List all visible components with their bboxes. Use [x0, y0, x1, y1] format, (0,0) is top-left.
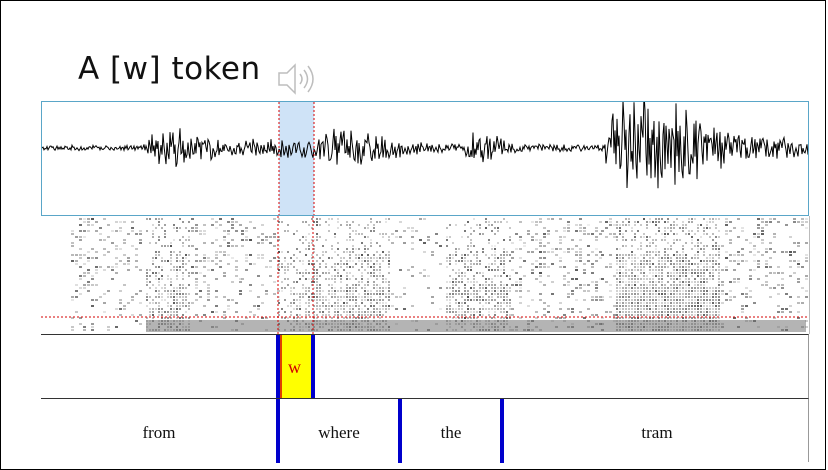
word-tram: tram [641, 423, 673, 442]
waveform-trace [42, 102, 808, 189]
word-where: where [318, 423, 360, 442]
speaker-sound-icon[interactable] [275, 59, 335, 99]
waveform-panel[interactable] [41, 101, 809, 216]
spectrogram-panel[interactable] [41, 216, 810, 334]
slide-title: A [w] token [78, 51, 261, 87]
selection-highlight [279, 102, 314, 215]
spectrogram-energy [71, 218, 808, 332]
segment-label: w [288, 357, 301, 377]
word-the: the [440, 423, 462, 442]
word-from: from [142, 423, 176, 442]
segment-interval-w [278, 335, 313, 399]
word-tier[interactable]: from where the tram [41, 398, 809, 463]
segment-tier[interactable]: w [41, 334, 809, 399]
